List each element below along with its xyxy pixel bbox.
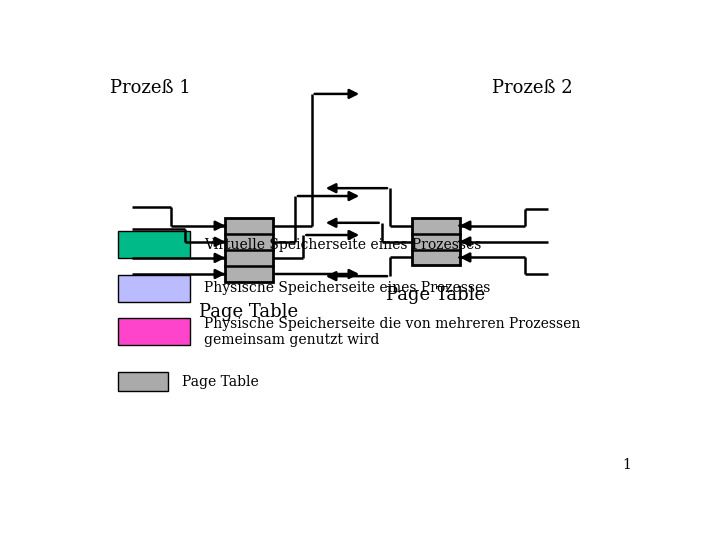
Text: Prozeß 1: Prozeß 1 [109,79,190,97]
Text: Prozeß 2: Prozeß 2 [492,79,572,97]
Text: Virtuelle Speicherseite eines Prozesses: Virtuelle Speicherseite eines Prozesses [204,238,482,252]
Text: Page Table: Page Table [199,303,299,321]
Text: Physische Speicherseite die von mehreren Prozessen
gemeinsam genutzt wird: Physische Speicherseite die von mehreren… [204,317,581,347]
Text: Page Table: Page Table [182,375,258,389]
Bar [118,373,168,391]
Bar [413,218,459,266]
Bar [118,275,190,302]
Bar [225,218,273,282]
Text: 1: 1 [622,458,631,472]
Text: Physische Speicherseite eines Prozesses: Physische Speicherseite eines Prozesses [204,281,491,295]
Text: Page Table: Page Table [387,286,485,304]
Bar [118,231,190,258]
Bar [118,319,190,346]
